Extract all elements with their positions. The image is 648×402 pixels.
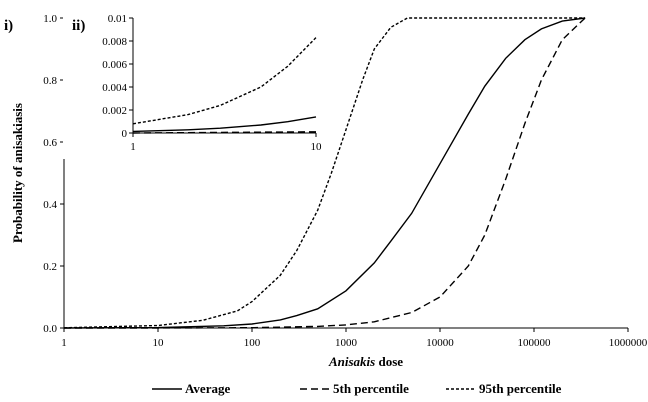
y-tick-label: 0.6 [43, 137, 57, 149]
x-tick-label: 1000000 [609, 337, 648, 349]
series-line-95th-percentile [63, 17, 586, 329]
inset-chart-panel: 0 0.002 0.004 0.006 0.008 0.01 1 10 ii) [63, 12, 324, 159]
inset-x-tick-label: 1 [130, 141, 136, 153]
x-axis-title: Anisakis dose [328, 354, 403, 369]
x-tick-label: 10 [153, 337, 165, 349]
legend-label: 95th percentile [479, 381, 562, 396]
x-axis-title-italic: Anisakis [328, 354, 375, 369]
y-tick-label: 0.2 [43, 261, 57, 273]
legend-label: Average [185, 381, 230, 396]
series-line-average [63, 17, 586, 329]
panel-label-i: i) [4, 18, 13, 34]
x-tick-label: 100000 [518, 337, 552, 349]
panel-label-ii: ii) [72, 18, 85, 34]
inset-background [63, 12, 324, 159]
inset-x-tick-label: 10 [311, 141, 323, 153]
x-axis-title-rest: dose [375, 354, 403, 369]
chart-legend: Average 5th percentile 95th percentile [152, 381, 562, 396]
y-tick-label: 1.0 [43, 13, 57, 25]
inset-y-tick-label: 0.002 [102, 105, 127, 117]
inset-y-tick-label: 0 [122, 128, 128, 140]
inset-series-line-95th-percentile [132, 37, 317, 125]
y-axis-title: Probability of anisakiasis [10, 103, 25, 243]
y-tick-label: 0.0 [43, 323, 57, 335]
inset-y-tick-label: 0.008 [102, 36, 127, 48]
y-tick-label: 0.8 [43, 75, 57, 87]
x-tick-label: 100 [244, 337, 261, 349]
x-tick-label: 10000 [426, 337, 454, 349]
y-tick-label: 0.4 [43, 199, 57, 211]
inset-y-tick-label: 0.004 [102, 82, 127, 94]
inset-series-line-average [132, 116, 317, 133]
series-line-5th-percentile [64, 17, 586, 329]
inset-y-tick-label: 0.006 [102, 59, 127, 71]
main-chart-panel: 0.00.20.40.60.81.01 10 100 1000 10000 100000 1… [4, 13, 648, 369]
inset-series-line-5th-percentile [132, 131, 317, 134]
x-tick-label: 1 [61, 337, 67, 349]
legend-label: 5th percentile [333, 381, 409, 396]
x-tick-label: 1000 [335, 337, 358, 349]
inset-y-tick-label: 0.01 [108, 13, 127, 25]
